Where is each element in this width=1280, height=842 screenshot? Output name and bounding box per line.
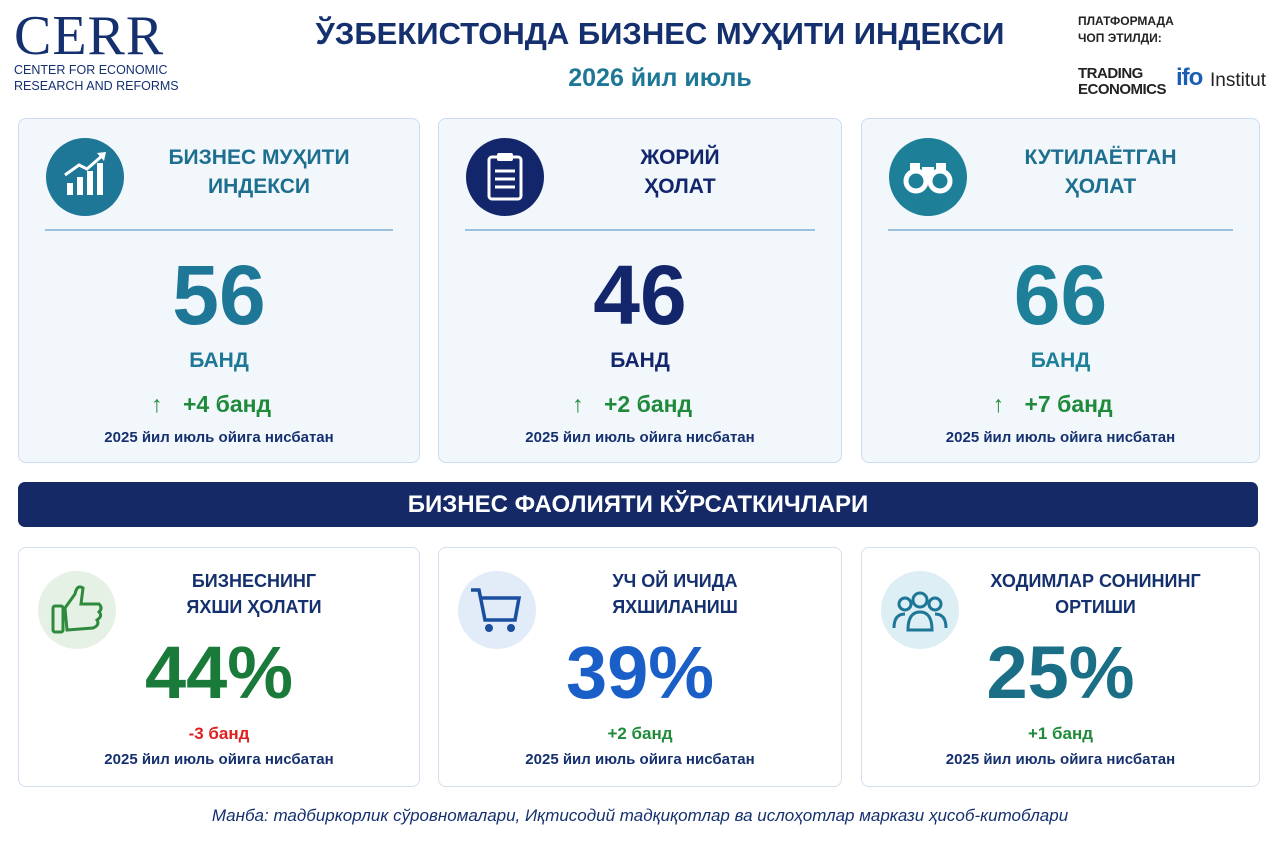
platform-label: ПЛАТФОРМАДА	[1078, 14, 1174, 28]
card-title: КУТИЛАЁТГАН	[1024, 146, 1177, 169]
icon	[46, 138, 124, 216]
partner-logo: ifo	[1176, 64, 1203, 91]
icon	[889, 138, 967, 216]
logo-subtitle: CENTER FOR ECONOMIC	[14, 63, 168, 77]
change: -3 банд	[188, 724, 250, 743]
source: Манба: тадбиркорлик сўровномалари, Иқтис…	[211, 806, 1069, 825]
card-title: ИНДЕКСИ	[207, 175, 311, 198]
indicator-value: 39%	[565, 631, 715, 714]
arrow: ↑	[151, 391, 163, 417]
card-title: БИЗНЕС МУҲИТИ	[168, 146, 350, 169]
logo: CERR	[14, 5, 165, 67]
unit: БАНД	[1030, 349, 1091, 372]
note: 2025 йил июль ойига нисбатан	[525, 751, 755, 768]
partner-logo: ECONOMICS	[1078, 81, 1167, 98]
change: +2 банд	[604, 391, 693, 417]
unit: БАНД	[189, 349, 249, 372]
card-title: ХОДИМЛАР СОНИНИНГ	[990, 571, 1201, 591]
icon	[466, 138, 544, 216]
card-title: ОРТИШИ	[1055, 597, 1136, 617]
divider	[45, 229, 393, 231]
card-title: ЯХШИ ҲОЛАТИ	[186, 597, 322, 617]
unit: БАНД	[610, 349, 670, 372]
note: 2025 йил июль ойига нисбатан	[104, 751, 334, 768]
card-title: ЯХШИЛАНИШ	[612, 597, 738, 617]
change: +7 банд	[1024, 391, 1113, 417]
card-title: ҲОЛАТ	[644, 175, 716, 198]
index-value: 56	[172, 248, 266, 342]
note: 2025 йил июль ойига нисбатан	[104, 429, 334, 446]
card-title: УЧ ОЙ ИЧИДА	[612, 571, 738, 591]
index-card: ЖОРИЙ ҲОЛАТ 46 БАНД ↑ +2 банд 2025 йил июль ой…	[438, 118, 842, 463]
icon	[38, 571, 116, 649]
indicator-card: БИЗНЕСНИНГ ЯХШИ ҲОЛАТИ 44% -3 банд 2025 йил …	[18, 547, 420, 787]
index-value: 46	[593, 248, 687, 342]
logo-subtitle: RESEARCH AND REFORMS	[14, 79, 179, 93]
card-title: ҲОЛАТ	[1064, 175, 1137, 198]
note: 2025 йил июль ойига нисбатан	[945, 429, 1176, 446]
indicator-card: УЧ ОЙ ИЧИДА ЯХШИЛАНИШ 39% +2 банд 2025 йил и…	[438, 547, 842, 787]
title: ЎЗБЕКИСТОНДА БИЗНЕС МУҲИТИ ИНДЕКСИ	[315, 16, 1005, 51]
note: 2025 йил июль ойига нисбатан	[525, 429, 755, 446]
indicator-card: ХОДИМЛАР СОНИНИНГ ОРТИШИ 25% +1 банд 2025 йи…	[861, 547, 1260, 787]
divider	[888, 229, 1233, 231]
card-title: БИЗНЕСНИНГ	[191, 571, 317, 591]
arrow: ↑	[572, 391, 584, 417]
partner-logo: Institut	[1210, 70, 1266, 91]
section-title: БИЗНЕС ФАОЛИЯТИ КЎРСАТКИЧЛАРИ	[18, 482, 1258, 527]
index-card: КУТИЛАЁТГАН ҲОЛАТ 66 БАНД ↑ +7 банд 2025 йил и…	[861, 118, 1260, 463]
indicator-value: 44%	[144, 631, 294, 714]
divider	[465, 229, 815, 231]
note: 2025 йил июль ойига нисбатан	[945, 751, 1176, 768]
card-title: ЖОРИЙ	[640, 146, 720, 169]
change: +2 банд	[607, 724, 673, 743]
subtitle: 2026 йил июль	[568, 64, 752, 92]
partner-logo: TRADING	[1078, 65, 1143, 82]
index-value: 66	[1013, 248, 1108, 342]
arrow: ↑	[992, 391, 1005, 417]
icon	[458, 571, 536, 649]
index-card: БИЗНЕС МУҲИТИ ИНДЕКСИ 56 БАНД ↑ +4 банд 2025 й…	[18, 118, 420, 463]
indicator-value: 25%	[986, 631, 1135, 714]
change: +4 банд	[183, 391, 272, 417]
platform-label: ЧОП ЭТИЛДИ:	[1078, 31, 1162, 45]
change: +1 банд	[1027, 724, 1094, 743]
icon	[881, 571, 959, 649]
